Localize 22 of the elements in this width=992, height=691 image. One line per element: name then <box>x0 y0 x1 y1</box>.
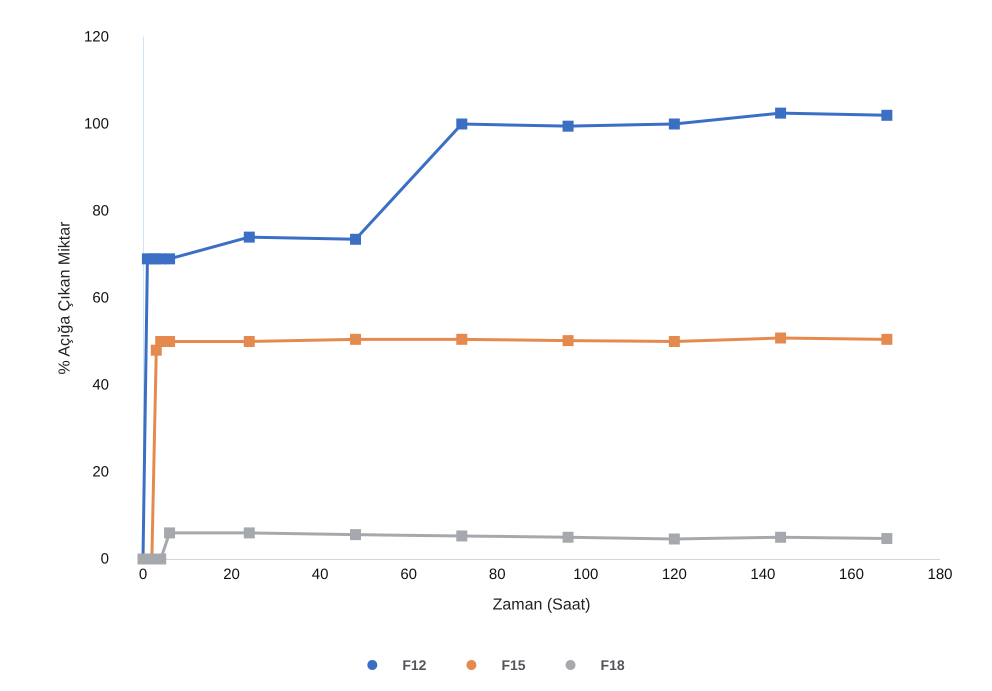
x-tick-label: 20 <box>223 566 240 583</box>
legend-label: F18 <box>600 657 625 673</box>
x-tick-label: 120 <box>662 566 687 583</box>
x-tick-label: 180 <box>927 566 953 583</box>
y-tick-label: 40 <box>92 376 109 394</box>
y-tick-label: 60 <box>92 290 109 306</box>
x-tick-label: 100 <box>573 566 598 583</box>
legend-label: F15 <box>501 657 526 673</box>
y-tick-label: 20 <box>92 464 109 480</box>
y-axis-title: % Açığa Çıkan Miktar <box>56 220 74 374</box>
x-tick-label: 140 <box>750 566 776 583</box>
x-tick-label: 160 <box>838 566 864 583</box>
y-tick-label: 0 <box>100 550 109 568</box>
y-tick-label: 100 <box>84 116 109 132</box>
y-tick-label: 120 <box>84 28 109 46</box>
legend-label: F12 <box>402 657 427 673</box>
x-tick-label: 80 <box>488 566 506 583</box>
y-tick-label: 80 <box>92 202 109 220</box>
x-axis-title: Zaman (Saat) <box>492 596 590 614</box>
x-tick-label: 60 <box>400 566 418 583</box>
x-tick-label: 40 <box>312 566 328 583</box>
x-tick-label: 0 <box>138 566 148 583</box>
